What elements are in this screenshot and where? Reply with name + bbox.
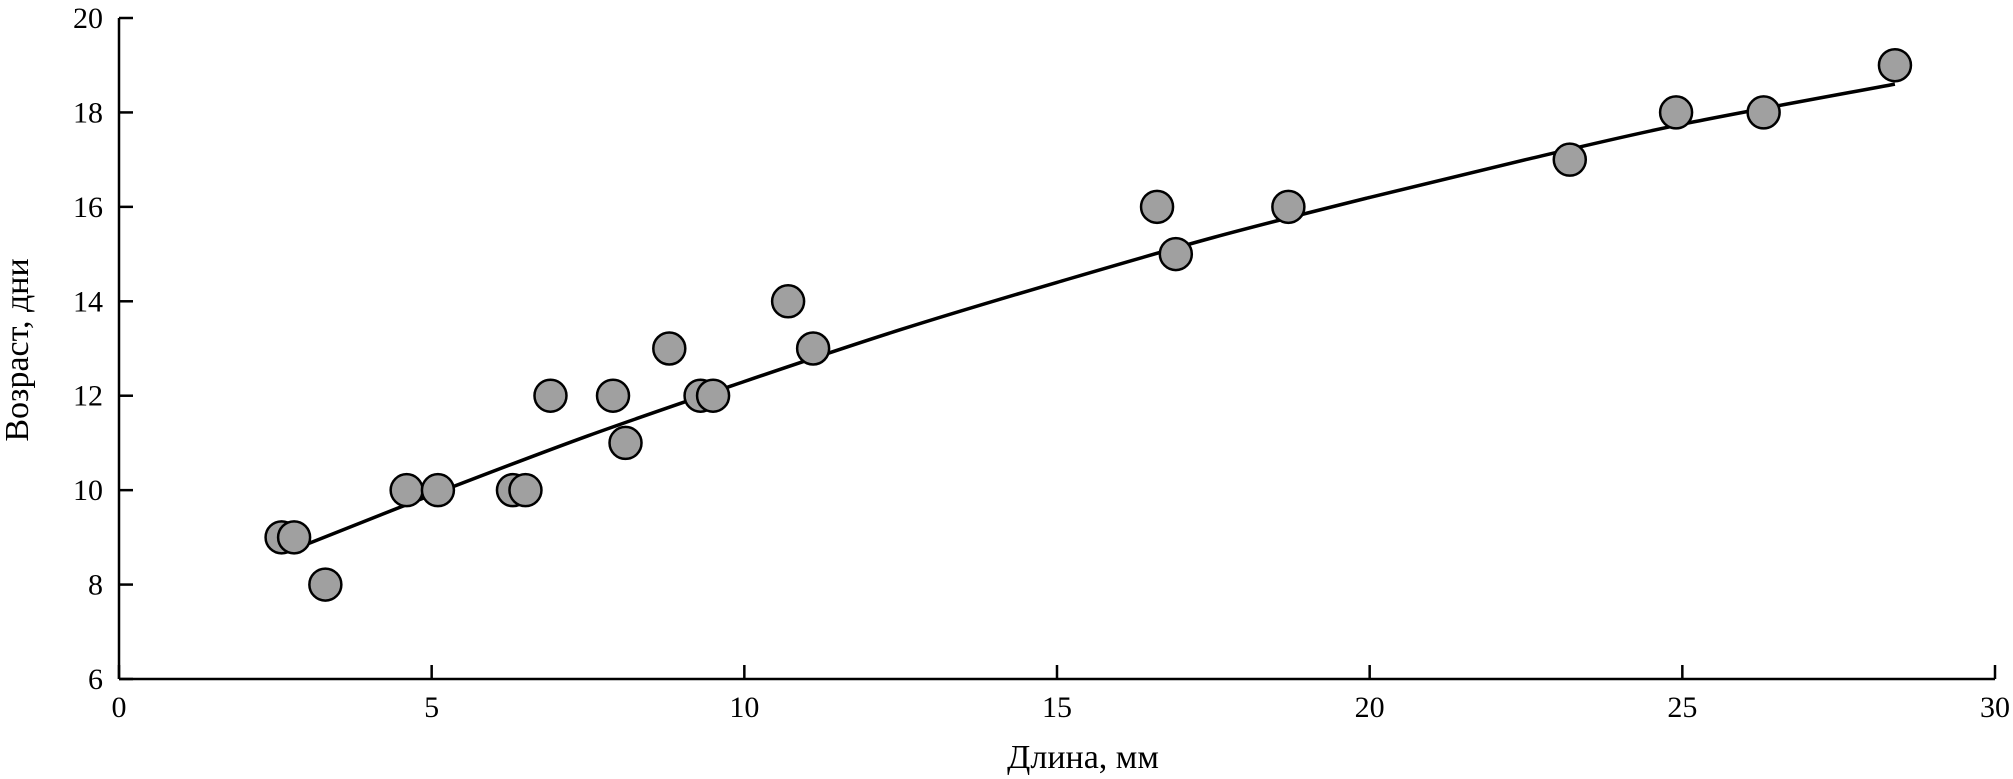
y-tick-label: 12 — [73, 380, 103, 413]
data-point — [389, 472, 424, 508]
x-tick-label: 5 — [424, 691, 439, 724]
x-tick-label: 10 — [729, 691, 759, 724]
data-point — [533, 378, 568, 413]
data-point — [608, 425, 643, 461]
y-axis-label: Возраст, дни — [0, 258, 36, 441]
x-axis-ticks: 0 5 10 15 20 25 30 — [112, 665, 2010, 724]
data-point — [276, 520, 312, 555]
data-point — [1139, 189, 1175, 225]
y-tick-label: 14 — [73, 285, 103, 318]
x-tick-label: 0 — [112, 691, 127, 724]
y-tick-label: 6 — [88, 663, 103, 696]
y-tick-label: 8 — [88, 569, 103, 602]
x-tick-label: 15 — [1042, 691, 1072, 724]
data-point — [508, 472, 543, 508]
x-axis-label: Длина, мм — [1007, 739, 1159, 776]
data-point — [652, 331, 687, 366]
y-tick-label: 18 — [73, 96, 103, 129]
data-point — [595, 378, 631, 413]
y-tick-label: 10 — [73, 474, 103, 507]
data-point — [1658, 95, 1694, 130]
data-point — [695, 378, 731, 413]
data-points — [264, 47, 1913, 602]
data-point — [770, 284, 806, 319]
x-tick-label: 30 — [1980, 691, 2010, 724]
y-axis-ticks: 6 8 10 12 14 16 18 20 — [73, 2, 133, 696]
x-tick-label: 25 — [1667, 691, 1697, 724]
trend-curve — [293, 82, 1896, 551]
data-point — [420, 472, 456, 508]
data-point — [1158, 236, 1194, 272]
data-point — [795, 331, 831, 366]
x-tick-label: 20 — [1355, 691, 1385, 724]
data-point — [308, 567, 343, 602]
y-tick-label: 20 — [73, 2, 103, 35]
data-point — [1746, 95, 1781, 130]
data-point — [1271, 189, 1306, 225]
y-tick-label: 16 — [73, 191, 103, 224]
data-point — [1877, 47, 1913, 83]
data-point — [1552, 142, 1588, 177]
